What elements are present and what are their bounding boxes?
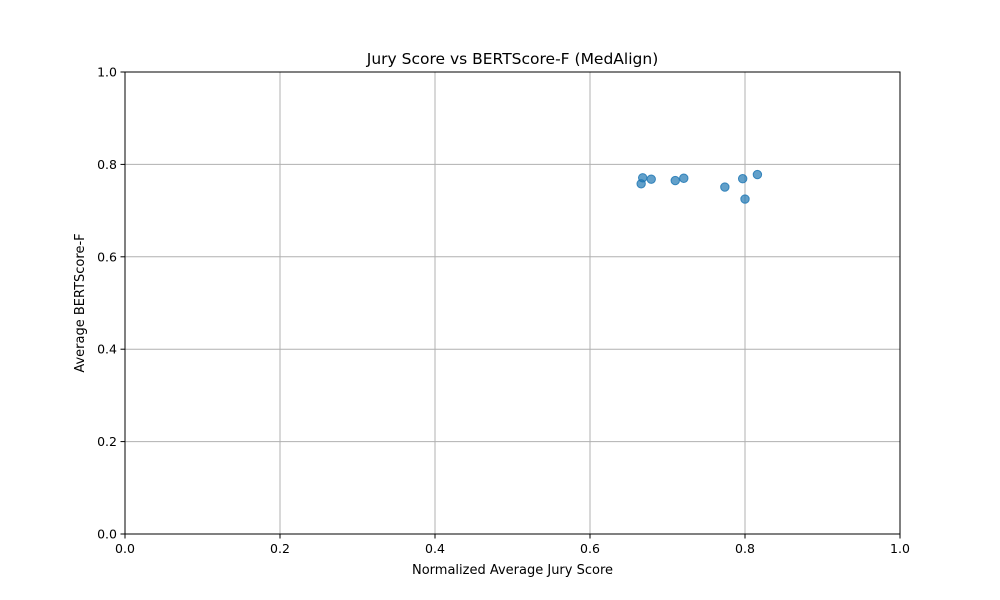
x-axis-label: Normalized Average Jury Score: [412, 563, 613, 578]
y-tick-label: 1.0: [97, 65, 117, 80]
data-point: [670, 175, 680, 186]
y-tick-label: 0.6: [97, 249, 117, 264]
axis-ticks: [120, 71, 901, 539]
y-tick-label: 0.8: [97, 157, 117, 172]
y-tick-label: 0.2: [97, 434, 117, 449]
data-point: [720, 182, 730, 192]
x-tick-label: 0.2: [270, 541, 290, 556]
data-point: [740, 194, 750, 204]
data-point: [646, 174, 656, 184]
y-axis-label: Average BERTScore-F: [73, 233, 88, 372]
x-tick-label: 1.0: [890, 541, 910, 556]
data-point: [679, 173, 689, 183]
data-point: [638, 173, 648, 183]
data-point: [737, 174, 748, 184]
x-tick-label: 0.4: [425, 541, 445, 556]
data-point: [752, 169, 763, 180]
x-tick-label: 0.8: [735, 541, 755, 556]
x-tick-label: 0.0: [115, 541, 135, 556]
plot-frame: [124, 71, 901, 535]
x-tick-label: 0.6: [580, 541, 600, 556]
chart-title: Jury Score vs BERTScore-F (MedAlign): [366, 50, 659, 68]
tick-labels: 0.0 0.2 0.4 0.6 0.8 1.0 0.0 0.2 0.4 0.6 0.8 1.0: [97, 65, 910, 557]
y-tick-label: 0.0: [97, 527, 117, 542]
y-tick-label: 0.4: [97, 342, 117, 357]
data-points: [636, 169, 763, 204]
